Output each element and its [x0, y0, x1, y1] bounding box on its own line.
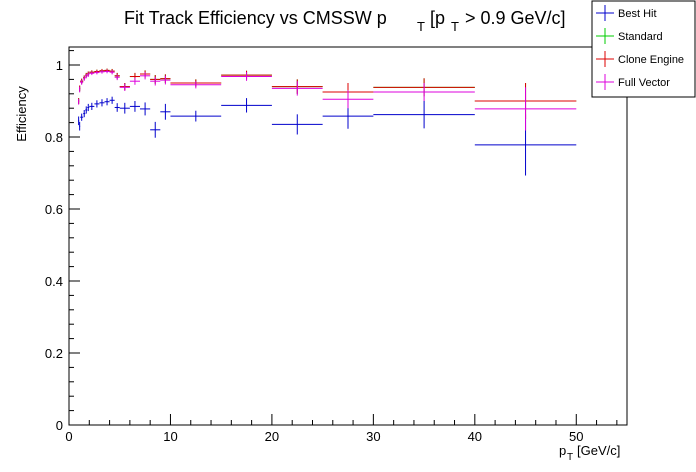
data-point-full-vector	[104, 69, 110, 74]
data-point-best-hit	[119, 102, 130, 114]
series-layer	[78, 68, 577, 176]
data-point-best-hit	[94, 100, 100, 108]
x-tick-label: 50	[569, 429, 583, 444]
legend: Best Hit Standard Clone Engine Full Vect…	[591, 0, 696, 98]
x-tick-label: 40	[468, 429, 482, 444]
data-point-full-vector	[114, 74, 120, 81]
y-tick-label: 0	[56, 418, 63, 433]
data-point-full-vector	[160, 75, 171, 85]
plot-frame	[68, 46, 628, 426]
y-tick-label: 0.8	[45, 130, 63, 145]
legend-label-full-vector: Full Vector	[618, 77, 670, 89]
chart-title: Fit Track Efficiency vs CMSSW p T [p T > 0.…	[124, 8, 566, 34]
data-point-best-hit	[170, 110, 222, 122]
data-point-full-vector	[99, 70, 105, 74]
x-axis-label: pT [GeV/c]	[559, 443, 620, 463]
legend-entry-clone-engine: Clone Engine	[596, 51, 684, 67]
legend-entry-standard: Standard	[596, 28, 663, 44]
y-tick-label: 0.4	[45, 274, 63, 289]
data-point-best-hit	[87, 103, 90, 112]
data-point-best-hit	[99, 99, 105, 107]
data-point-full-vector	[87, 72, 90, 77]
y-tick-label: 1	[56, 58, 63, 73]
data-point-full-vector	[89, 71, 95, 76]
x-tick-label: 0	[65, 429, 72, 444]
data-point-best-hit	[160, 103, 171, 120]
x-tick-label: 30	[366, 429, 380, 444]
data-point-full-vector	[150, 76, 161, 86]
data-point-full-vector	[109, 70, 115, 75]
data-point-full-vector	[94, 70, 100, 75]
data-point-full-vector	[474, 87, 577, 131]
data-point-full-vector	[373, 83, 475, 101]
x-tick-label: 20	[265, 429, 279, 444]
legend-entry-best-hit: Best Hit	[596, 5, 657, 21]
data-point-full-vector	[80, 79, 84, 85]
data-point-full-vector	[129, 77, 141, 85]
data-point-best-hit	[129, 101, 141, 112]
data-point-best-hit	[104, 98, 110, 106]
legend-label-standard: Standard	[618, 31, 663, 43]
legend-label-clone-engine: Clone Engine	[618, 54, 684, 66]
data-point-full-vector	[170, 81, 222, 89]
data-point-full-vector	[119, 83, 130, 91]
data-point-full-vector	[83, 76, 86, 81]
data-point-full-vector	[322, 90, 374, 109]
legend-entry-full-vector: Full Vector	[596, 74, 670, 90]
data-point-full-vector	[79, 86, 81, 93]
data-point-best-hit	[78, 116, 80, 126]
data-point-best-hit	[150, 121, 161, 138]
y-axis-label: Efficiency	[14, 86, 29, 142]
data-point-full-vector	[140, 72, 151, 80]
data-point-best-hit	[85, 106, 88, 114]
data-point-best-hit	[80, 113, 84, 121]
x-tick-label: 10	[163, 429, 177, 444]
data-point-best-hit	[373, 101, 475, 129]
data-point-full-vector	[78, 98, 80, 105]
data-point-best-hit	[221, 98, 272, 113]
y-tick-label: 0.6	[45, 202, 63, 217]
data-point-best-hit	[89, 102, 95, 110]
data-point-best-hit	[140, 102, 151, 116]
data-point-best-hit	[83, 110, 86, 118]
series-full-vector	[78, 69, 577, 131]
data-point-best-hit	[114, 103, 120, 112]
data-point-best-hit	[79, 121, 81, 131]
data-point-full-vector	[85, 74, 88, 79]
legend-label-best-hit: Best Hit	[618, 8, 657, 20]
data-point-best-hit	[109, 96, 115, 104]
y-tick-label: 0.2	[45, 346, 63, 361]
axes: 0 10 20 30 40 50 0 0.2 0.4 0.6 0.8 1	[45, 50, 618, 444]
data-point-full-vector	[221, 72, 272, 81]
legend-box	[591, 0, 696, 98]
data-point-best-hit	[271, 114, 323, 135]
data-point-full-vector	[271, 81, 323, 96]
